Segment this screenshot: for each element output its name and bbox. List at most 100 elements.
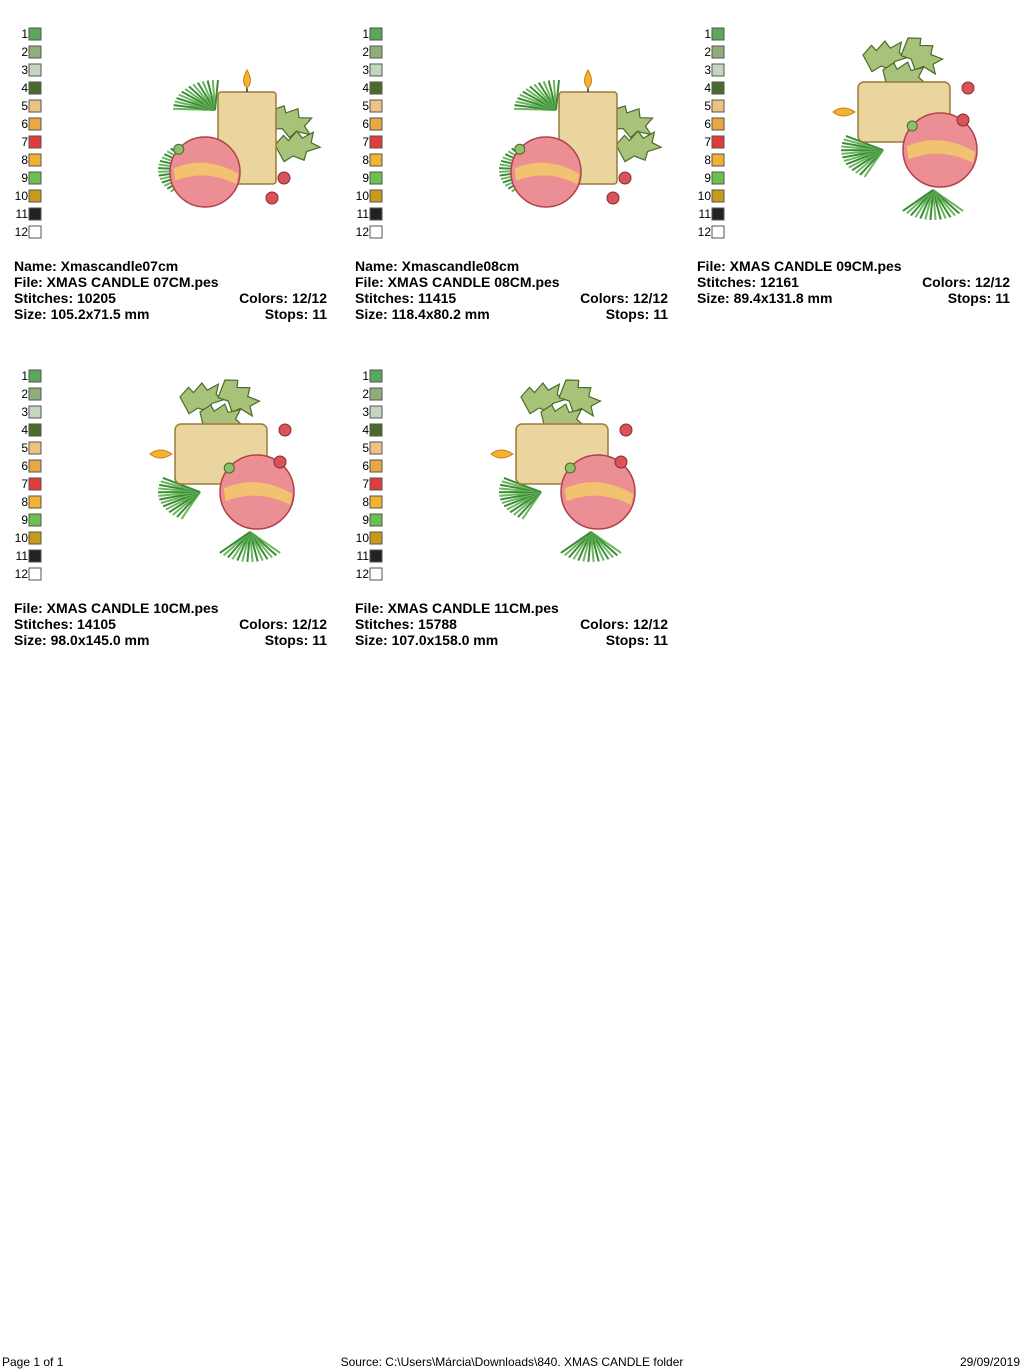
- design-name: Name: Xmascandle07cm: [14, 258, 178, 274]
- berry: [278, 423, 292, 437]
- design-size: Size: 105.2x71.5 mm: [14, 306, 149, 322]
- swatch-number: 2: [362, 45, 369, 59]
- swatch-number: 2: [362, 387, 369, 401]
- berry: [619, 423, 633, 437]
- color-swatch: [369, 99, 383, 113]
- color-swatch: [28, 441, 42, 455]
- color-swatch: [28, 153, 42, 167]
- swatch-number: 12: [356, 567, 370, 581]
- berry: [277, 171, 291, 185]
- color-swatch: [711, 153, 725, 167]
- color-swatch: [369, 513, 383, 527]
- design-stitches: Stitches: 10205: [14, 290, 116, 306]
- color-swatch: [28, 225, 42, 239]
- color-swatch: [369, 549, 383, 563]
- swatch-number: 2: [21, 45, 28, 59]
- swatch-number: 5: [704, 99, 711, 113]
- swatch-number: 3: [21, 405, 28, 419]
- berry: [265, 191, 279, 205]
- holly-leaf: [274, 130, 322, 163]
- color-swatch: [28, 423, 42, 437]
- color-swatch: [711, 99, 725, 113]
- color-swatch: [28, 405, 42, 419]
- ornament-cap: [173, 143, 185, 155]
- design-stops: Stops: 11: [606, 306, 668, 322]
- color-swatch: [28, 63, 42, 77]
- color-swatch: [711, 81, 725, 95]
- color-swatch: [369, 45, 383, 59]
- design-file: File: XMAS CANDLE 09CM.pes: [697, 258, 902, 274]
- swatch-number: 7: [21, 477, 28, 491]
- ornament-cap: [564, 462, 576, 474]
- swatch-number: 11: [357, 549, 370, 563]
- swatch-number: 8: [362, 495, 369, 509]
- color-swatch: [369, 531, 383, 545]
- color-swatch: [369, 405, 383, 419]
- swatch-number: 3: [704, 63, 711, 77]
- page-number: Page 1 of 1: [2, 1355, 64, 1369]
- color-swatch: [369, 153, 383, 167]
- color-swatch: [369, 63, 383, 77]
- design-size: Size: 98.0x145.0 mm: [14, 632, 149, 648]
- flame: [832, 107, 856, 117]
- holly-leaf: [217, 379, 261, 418]
- design-preview: [158, 69, 322, 208]
- ornament-cap: [223, 462, 235, 474]
- swatch-number: 6: [21, 459, 28, 473]
- color-swatch: [369, 135, 383, 149]
- holly-leaf: [558, 379, 602, 418]
- color-swatch: [711, 225, 725, 239]
- color-swatch: [369, 171, 383, 185]
- holly-leaf: [179, 382, 227, 415]
- color-swatch: [369, 117, 383, 131]
- color-swatch: [28, 207, 42, 221]
- pine-sprig: [157, 477, 201, 520]
- swatch-number: 1: [21, 369, 28, 383]
- swatch-number: 11: [16, 207, 29, 221]
- design-stops: Stops: 11: [606, 632, 668, 648]
- design-preview: [149, 379, 295, 563]
- ornament-cap: [906, 120, 918, 132]
- swatch-number: 8: [21, 153, 28, 167]
- color-swatch: [369, 567, 383, 581]
- design-stitches: Stitches: 14105: [14, 616, 116, 632]
- design-stops: Stops: 11: [265, 632, 327, 648]
- swatch-number: 10: [356, 189, 370, 203]
- design-size: Size: 107.0x158.0 mm: [355, 632, 498, 648]
- pine-sprig: [219, 531, 281, 563]
- design-name: Name: Xmascandle08cm: [355, 258, 519, 274]
- swatch-number: 7: [362, 477, 369, 491]
- design-size: Size: 89.4x131.8 mm: [697, 290, 832, 306]
- color-swatch: [711, 207, 725, 221]
- design-file: File: XMAS CANDLE 10CM.pes: [14, 600, 219, 616]
- color-swatch: [28, 567, 42, 581]
- flame: [584, 69, 592, 89]
- design-stitches: Stitches: 12161: [697, 274, 799, 290]
- color-swatch: [28, 45, 42, 59]
- ornament-band: [223, 482, 293, 505]
- color-swatch: [711, 135, 725, 149]
- swatch-number: 8: [21, 495, 28, 509]
- swatch-number: 11: [699, 207, 712, 221]
- color-swatch: [369, 189, 383, 203]
- swatch-number: 1: [362, 27, 369, 41]
- color-swatch: [369, 477, 383, 491]
- swatch-number: 3: [362, 405, 369, 419]
- holly-leaf: [520, 382, 568, 415]
- ornament-band: [173, 162, 239, 185]
- swatch-number: 4: [362, 423, 369, 437]
- swatch-number: 1: [21, 27, 28, 41]
- color-swatch: [369, 423, 383, 437]
- needle: [503, 477, 542, 493]
- swatch-number: 3: [362, 63, 369, 77]
- berry: [956, 113, 970, 127]
- swatch-number: 9: [21, 171, 28, 185]
- swatch-number: 5: [362, 441, 369, 455]
- design-stops: Stops: 11: [948, 290, 1010, 306]
- swatch-number: 6: [362, 459, 369, 473]
- color-swatch: [369, 387, 383, 401]
